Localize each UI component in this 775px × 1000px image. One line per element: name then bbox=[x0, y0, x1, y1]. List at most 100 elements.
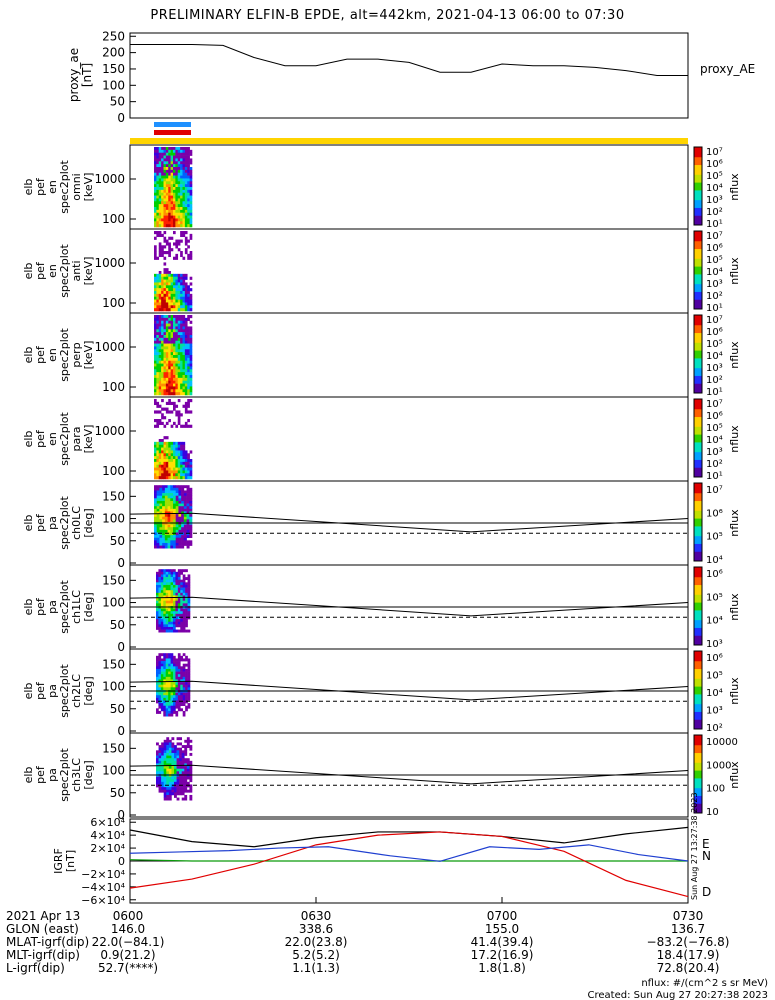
energy-spectrogram-cell bbox=[189, 410, 193, 414]
energy-spectrogram-cell bbox=[163, 178, 167, 182]
pa-spectrogram-cell bbox=[160, 569, 164, 573]
energy-cbar-tick: 10¹ bbox=[706, 471, 723, 482]
pa-spectrogram-cell bbox=[181, 490, 185, 494]
energy-spectrogram-cell bbox=[180, 456, 183, 460]
pa-colorbar bbox=[694, 762, 702, 765]
pa-colorbar bbox=[694, 660, 702, 664]
energy-spectrogram-cell bbox=[173, 167, 176, 171]
pa-spectrogram-cell bbox=[170, 542, 174, 546]
pa-spectrogram-cell bbox=[161, 742, 165, 746]
pa-spectrogram-cell bbox=[177, 598, 181, 601]
energy-spectrogram-cell bbox=[175, 215, 179, 219]
energy-spectrogram-cell bbox=[163, 383, 167, 387]
igrf-ytick-label: 4×10⁴ bbox=[90, 829, 125, 842]
pa-spectrogram-cell bbox=[170, 514, 174, 517]
energy-spectrogram-cell bbox=[180, 187, 183, 191]
energy-colorbar bbox=[694, 473, 702, 476]
energy-spectrogram-cell bbox=[175, 293, 179, 298]
energy-spectrogram-cell bbox=[161, 285, 164, 289]
pa-spectrogram-cell bbox=[181, 789, 185, 793]
pa-spectrogram-cell bbox=[184, 789, 188, 793]
pa-spectrogram-cell bbox=[167, 514, 171, 517]
energy-spectrogram-cell bbox=[165, 456, 169, 460]
pa-colorbar bbox=[694, 533, 702, 537]
energy-spectrogram-cell bbox=[180, 326, 183, 330]
energy-spectrogram-cell bbox=[158, 352, 162, 356]
pa-spectrogram-cell bbox=[156, 529, 160, 533]
energy-spectrogram-cell bbox=[170, 308, 174, 312]
pa-spectrogram-cell bbox=[175, 487, 179, 491]
pa-spectrogram-cell bbox=[170, 545, 174, 549]
pa-spectrogram-cell bbox=[165, 608, 169, 612]
energy-spectrogram-cell bbox=[156, 329, 160, 333]
energy-colorbar bbox=[694, 455, 702, 458]
pa-spectrogram-cell bbox=[158, 584, 162, 588]
pa-spectrogram-cell bbox=[177, 624, 181, 628]
energy-spectrogram-cell bbox=[165, 380, 169, 384]
energy-spectrogram-cell bbox=[158, 441, 162, 446]
energy-spectrogram-cell bbox=[173, 285, 176, 289]
pa-colorbar bbox=[694, 756, 702, 759]
pa-spectrogram-cell bbox=[163, 600, 167, 604]
energy-spectrogram-cell bbox=[173, 470, 176, 474]
pa-spectrogram-cell bbox=[182, 624, 186, 628]
energy-spectrogram-cell bbox=[161, 380, 164, 384]
energy-spectrogram-cell bbox=[187, 152, 190, 156]
pa-spectrogram-cell bbox=[183, 490, 187, 494]
energy-spectrogram-cell bbox=[184, 239, 188, 243]
energy-spectrogram-cell bbox=[168, 461, 171, 466]
energy-spectrogram-cell bbox=[180, 413, 183, 417]
energy-spectrogram-cell bbox=[163, 476, 167, 480]
energy-spectrogram-cell bbox=[154, 441, 157, 446]
energy-spectrogram-cell bbox=[189, 399, 193, 403]
energy-spectrogram-cell bbox=[161, 346, 164, 350]
energy-spectrogram-cell bbox=[158, 375, 162, 379]
pa-colorbar bbox=[694, 662, 702, 666]
pa-spectrogram-cell bbox=[180, 624, 184, 628]
energy-spectrogram-cell bbox=[177, 296, 181, 300]
pa-colorbar bbox=[694, 676, 702, 679]
energy-spectrogram-cell bbox=[177, 158, 181, 162]
pa-spectrogram-cell bbox=[185, 655, 188, 659]
energy-spectrogram-cell bbox=[173, 218, 176, 222]
energy-spectrogram-cell bbox=[173, 273, 176, 278]
energy-spectrogram-cell bbox=[177, 372, 181, 376]
energy-spectrogram-cell bbox=[180, 218, 183, 222]
pa-spectrogram-cell bbox=[171, 768, 175, 772]
energy-colorbar bbox=[694, 436, 702, 439]
energy-spectrogram-cell bbox=[165, 296, 169, 300]
energy-spectrogram-cell bbox=[182, 279, 186, 283]
energy-spectrogram-cell bbox=[168, 158, 171, 162]
energy-spectrogram-cell bbox=[189, 253, 193, 258]
energy-spectrogram-cell bbox=[189, 383, 193, 387]
pa-spectrogram-cell bbox=[182, 626, 186, 630]
pa-spectrogram-cell bbox=[179, 760, 183, 764]
energy-spectrogram-cell bbox=[189, 355, 193, 359]
energy-colorbar bbox=[694, 289, 702, 292]
energy-spectrogram-cell bbox=[161, 464, 164, 468]
energy-spectrogram-cell bbox=[189, 149, 193, 154]
pa-spectrogram-cell bbox=[156, 676, 159, 680]
energy-spectrogram-cell bbox=[189, 467, 193, 471]
energy-colorbar bbox=[694, 191, 702, 195]
pa-spectrogram-cell bbox=[173, 592, 176, 596]
pa-spectrogram-cell bbox=[175, 710, 179, 714]
energy-cbar-tick: 10² bbox=[706, 375, 723, 386]
energy-spectrogram-cell bbox=[175, 410, 179, 414]
pa-spectrogram-cell bbox=[176, 776, 180, 780]
energy-spectrogram-cell bbox=[168, 276, 171, 280]
pa-spectrogram-cell bbox=[171, 745, 175, 748]
energy-spectrogram-cell bbox=[156, 377, 160, 382]
energy-spectrogram-cell bbox=[189, 369, 193, 373]
energy-spectrogram-cell bbox=[187, 161, 190, 165]
energy-spectrogram-cell bbox=[156, 201, 160, 205]
energy-spectrogram-cell bbox=[187, 187, 190, 191]
pa-spectrogram-cell bbox=[168, 595, 171, 599]
pa-spectrogram-cell bbox=[181, 493, 185, 496]
energy-spectrogram-cell bbox=[175, 355, 179, 359]
energy-spectrogram-cell bbox=[154, 326, 157, 330]
energy-spectrogram-cell bbox=[161, 366, 164, 370]
pa-spectrogram-cell bbox=[177, 582, 181, 586]
energy-colorbar bbox=[694, 252, 702, 255]
energy-spectrogram-cell bbox=[184, 340, 188, 344]
